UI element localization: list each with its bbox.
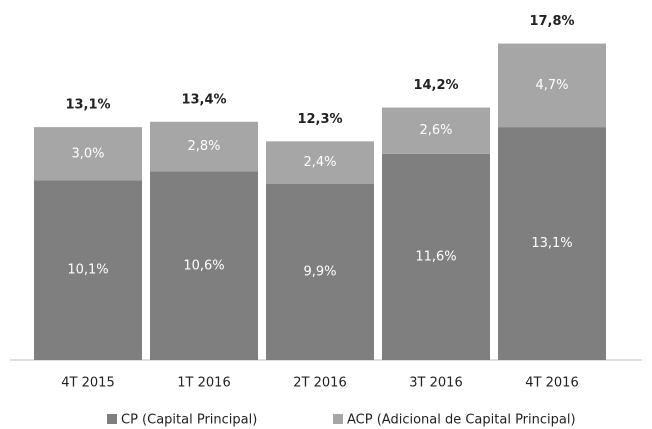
bar-segment <box>382 153 490 360</box>
value-label: 2,6% <box>419 123 452 138</box>
value-label: 11,6% <box>415 249 456 264</box>
value-label: 2,8% <box>187 139 220 154</box>
legend-swatch <box>333 414 343 424</box>
bar-segment <box>34 127 142 181</box>
value-label: 10,6% <box>183 258 224 273</box>
bar-segment <box>382 107 490 154</box>
bar-segment <box>34 180 142 360</box>
x-tick-label: 1T 2016 <box>177 376 230 391</box>
legend-label: ACP (Adicional de Capital Principal) <box>347 413 576 428</box>
bar-segment <box>498 43 606 128</box>
x-tick-label: 2T 2016 <box>293 376 346 391</box>
x-tick-label: 4T 2015 <box>61 376 114 391</box>
bar-segment <box>266 184 374 360</box>
legend-swatch <box>107 414 117 424</box>
total-label: 13,4% <box>181 92 226 107</box>
x-tick-label: 3T 2016 <box>409 376 462 391</box>
bar-segment <box>150 171 258 360</box>
total-label: 14,2% <box>413 78 458 93</box>
value-label: 2,4% <box>303 155 336 170</box>
total-label: 13,1% <box>65 98 110 113</box>
legend-label: CP (Capital Principal) <box>121 413 257 428</box>
total-label: 12,3% <box>297 112 342 127</box>
bar-segment <box>150 121 258 172</box>
bar-segment <box>498 127 606 360</box>
value-label: 13,1% <box>531 236 572 251</box>
value-label: 4,7% <box>535 78 568 93</box>
value-label: 3,0% <box>71 146 104 161</box>
total-label: 17,8% <box>529 14 574 29</box>
value-label: 9,9% <box>303 265 336 280</box>
value-label: 10,1% <box>67 263 108 278</box>
x-tick-label: 4T 2016 <box>525 376 578 391</box>
bar-segment <box>266 141 374 184</box>
